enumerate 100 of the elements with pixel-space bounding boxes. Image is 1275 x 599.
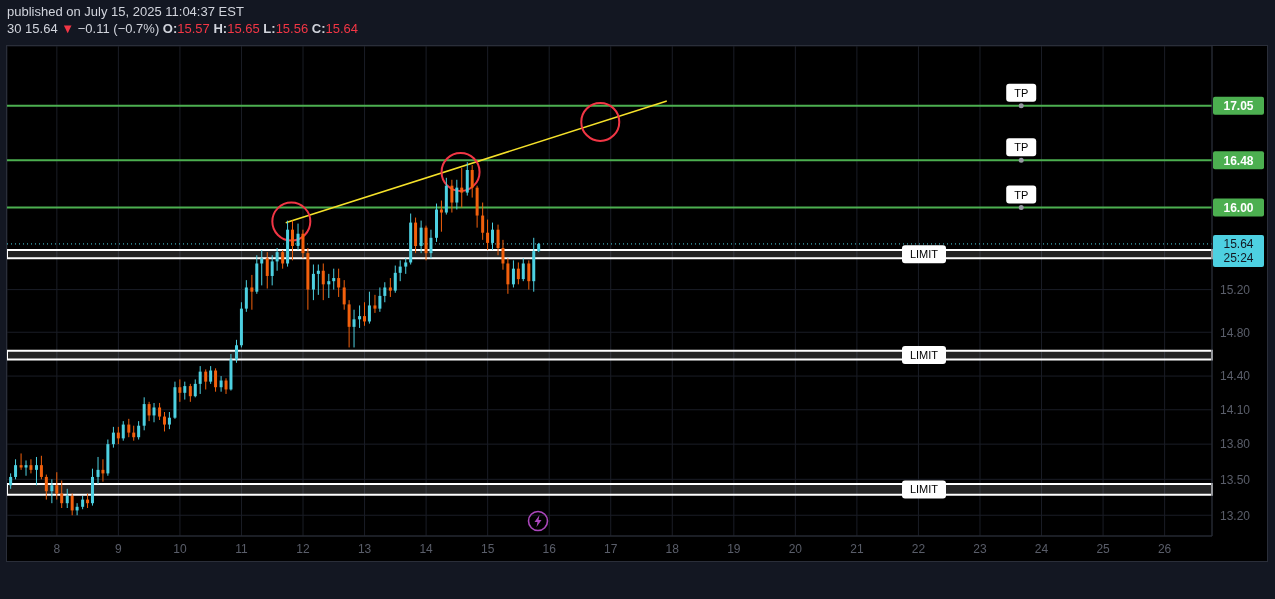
candlestick xyxy=(301,229,305,259)
band-label: LIMIT xyxy=(909,483,939,496)
x-tick-label: 22 xyxy=(911,541,926,556)
y-tick-label: 14.80 xyxy=(1220,325,1251,340)
candlestick xyxy=(234,339,238,364)
x-tick-label: 20 xyxy=(788,541,803,556)
candlestick xyxy=(347,299,351,348)
ref-line-label: 17.05 xyxy=(1223,99,1254,114)
candlestick xyxy=(321,262,325,301)
x-tick-label: 16 xyxy=(542,541,557,556)
y-tick-label: 14.10 xyxy=(1220,403,1251,418)
x-tick-label: 14 xyxy=(419,541,434,556)
candlestick xyxy=(388,277,392,298)
candlestick xyxy=(111,426,115,449)
candlestick xyxy=(204,368,208,390)
x-tick-label: 18 xyxy=(665,541,680,556)
candlestick xyxy=(244,279,248,313)
band-label: LIMIT xyxy=(909,349,939,362)
candlestick xyxy=(275,247,279,272)
candlestick xyxy=(352,309,356,348)
candlestick xyxy=(516,261,520,285)
x-tick-label: 25 xyxy=(1096,541,1111,556)
candlestick xyxy=(460,167,464,209)
candlestick xyxy=(393,265,397,294)
x-tick-label: 17 xyxy=(604,541,618,556)
candlestick xyxy=(60,480,64,509)
x-tick-label: 13 xyxy=(357,541,372,556)
candlestick xyxy=(414,217,418,254)
candlestick xyxy=(439,200,443,233)
candlestick xyxy=(24,459,28,477)
candlestick xyxy=(142,396,146,431)
text: 25:24 xyxy=(1223,250,1254,265)
annotation: TP xyxy=(1014,141,1029,154)
y-tick-label: 14.40 xyxy=(1220,369,1251,384)
candlestick xyxy=(270,254,274,286)
candlestick xyxy=(521,257,525,282)
candlestick xyxy=(455,179,459,211)
candlestick xyxy=(219,375,223,393)
candlestick xyxy=(55,471,59,501)
candlestick xyxy=(506,257,510,295)
candlestick xyxy=(501,239,505,271)
x-tick-label: 9 xyxy=(115,541,123,556)
candlestick xyxy=(327,273,331,299)
point xyxy=(580,101,621,142)
ref-line-label: 16.00 xyxy=(1223,201,1254,216)
point xyxy=(440,151,481,192)
candlestick xyxy=(316,264,320,296)
point xyxy=(271,201,312,242)
candlestick xyxy=(265,251,269,290)
candlestick xyxy=(198,365,202,395)
candlestick xyxy=(281,249,285,270)
candlestick xyxy=(358,304,362,329)
x-tick-label: 19 xyxy=(727,541,741,556)
x-tick-label: 11 xyxy=(235,541,249,556)
candlestick xyxy=(121,420,125,442)
candlestick xyxy=(260,249,264,286)
y-tick-label: 15.20 xyxy=(1220,282,1251,297)
candlestick xyxy=(363,301,366,327)
candlestick xyxy=(373,294,377,314)
candlestick xyxy=(398,259,402,282)
ref-line-label: 15.64 xyxy=(1223,237,1254,252)
candlestick xyxy=(465,161,469,197)
x-tick-label: 21 xyxy=(850,541,864,556)
y-tick-label: 13.20 xyxy=(1220,508,1251,523)
candlestick xyxy=(470,164,474,199)
x-tick-label: 12 xyxy=(296,541,311,556)
candlestick xyxy=(39,455,43,480)
chart-title: published on July 15, 2025 11:04:37 EST xyxy=(7,4,244,19)
candlestick xyxy=(152,402,156,423)
annotation: TP xyxy=(1014,188,1029,201)
candlestick xyxy=(19,452,23,471)
candlestick xyxy=(311,264,315,301)
candlestick xyxy=(332,268,336,291)
candlestick xyxy=(337,268,341,298)
x-tick-label: 26 xyxy=(1157,541,1172,556)
ref-line-label: 16.48 xyxy=(1223,153,1254,168)
candlestick xyxy=(291,220,294,261)
y-tick-label: 13.50 xyxy=(1220,472,1251,487)
candlestick xyxy=(214,367,218,393)
candlestick xyxy=(162,411,166,432)
candlestick xyxy=(50,478,54,504)
candlestick xyxy=(342,279,346,311)
y-tick-label: 13.80 xyxy=(1220,437,1251,452)
x-tick-label: 23 xyxy=(973,541,987,556)
candlestick xyxy=(96,456,100,485)
candlestick xyxy=(429,229,433,259)
candlestick xyxy=(527,259,531,291)
x-tick-label: 15 xyxy=(480,541,495,556)
candlestick xyxy=(65,488,69,509)
candlestick xyxy=(486,219,490,251)
candlestick xyxy=(14,458,18,480)
x-tick-label: 10 xyxy=(173,541,187,556)
candlestick xyxy=(34,456,38,486)
candlestick xyxy=(137,420,141,441)
candlestick xyxy=(178,378,182,403)
candlestick xyxy=(147,401,151,422)
candlestick xyxy=(383,281,387,303)
candlestick xyxy=(450,179,454,214)
x-tick-label: 8 xyxy=(53,541,61,556)
candlestick xyxy=(496,224,500,256)
